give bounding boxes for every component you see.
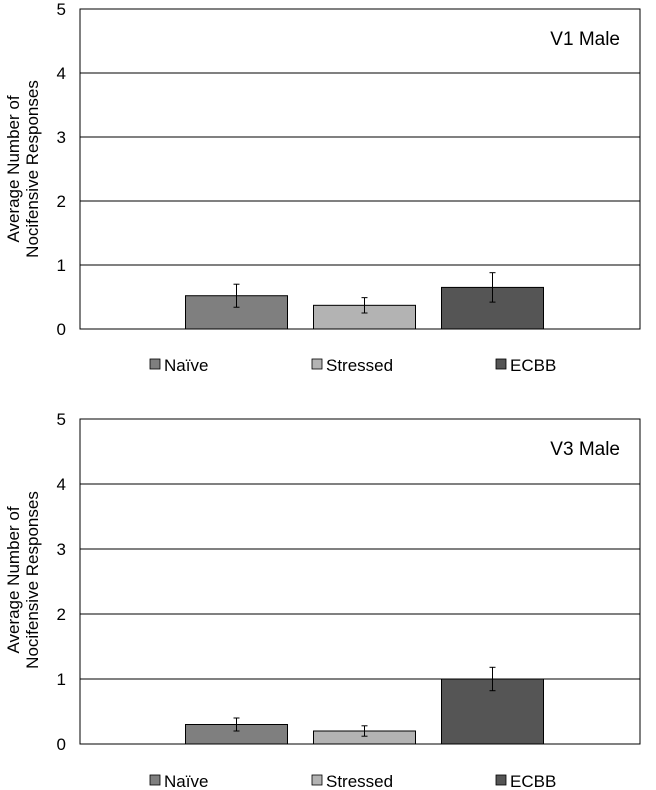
chart-title: V1 Male bbox=[550, 29, 620, 50]
plot-area bbox=[79, 8, 641, 330]
legend: Naïve Stressed ECBB bbox=[149, 356, 556, 375]
legend-label-stressed: Stressed bbox=[326, 356, 393, 375]
y-tick-label: 2 bbox=[57, 605, 66, 624]
y-tick-label: 4 bbox=[57, 475, 66, 494]
legend-label-naive: Naïve bbox=[164, 772, 208, 790]
gridlines bbox=[80, 72, 640, 266]
y-tick-labels: 0 1 2 3 4 5 bbox=[57, 0, 66, 339]
y-tick-label: 1 bbox=[57, 670, 66, 689]
y-axis-label-line1: Average Number of bbox=[4, 506, 23, 653]
legend-swatch-stressed bbox=[311, 358, 323, 370]
legend-swatch-stressed bbox=[311, 774, 323, 786]
bar-ecbb bbox=[441, 678, 544, 745]
plot-area bbox=[79, 418, 641, 745]
bars bbox=[185, 678, 544, 745]
legend-swatch-naive bbox=[149, 774, 161, 786]
error-bar-na-ve bbox=[233, 283, 240, 308]
error-bar-stressed bbox=[361, 297, 368, 314]
chart-title: V3 Male bbox=[550, 439, 620, 460]
y-tick-labels: 0 1 2 3 4 5 bbox=[57, 410, 66, 754]
y-tick-label: 3 bbox=[57, 128, 66, 147]
y-tick-label: 5 bbox=[57, 410, 66, 429]
y-tick-label: 0 bbox=[57, 735, 66, 754]
chart-panel-v1-male: 0 1 2 3 4 5 V1 Male Average Number of Nocifen… bbox=[4, 0, 641, 375]
error-bar-stressed bbox=[361, 725, 368, 737]
y-tick-label: 4 bbox=[57, 64, 66, 83]
y-tick-label: 5 bbox=[57, 0, 66, 19]
chart-panel-v3-male: 0 1 2 3 4 5 V3 Male Average Number of Nocifen… bbox=[4, 410, 641, 790]
gridlines bbox=[80, 483, 640, 680]
error-bars bbox=[233, 272, 496, 314]
error-bars bbox=[233, 666, 496, 737]
y-tick-label: 2 bbox=[57, 192, 66, 211]
error-bar-ecbb bbox=[489, 272, 496, 303]
legend: Naïve Stressed ECBB bbox=[149, 772, 556, 790]
y-axis-label-line1: Average Number of bbox=[4, 95, 23, 242]
y-tick-label: 0 bbox=[57, 320, 66, 339]
error-bar-ecbb bbox=[489, 666, 496, 692]
legend-swatch-ecbb bbox=[495, 358, 507, 370]
y-tick-label: 1 bbox=[57, 256, 66, 275]
legend-label-ecbb: ECBB bbox=[510, 772, 556, 790]
y-axis-label-line2: Nocifensive Responses bbox=[23, 80, 42, 258]
legend-label-ecbb: ECBB bbox=[510, 356, 556, 375]
legend-label-stressed: Stressed bbox=[326, 772, 393, 790]
legend-label-naive: Naïve bbox=[164, 356, 208, 375]
legend-swatch-naive bbox=[149, 358, 161, 370]
error-bar-na-ve bbox=[233, 717, 240, 732]
y-tick-label: 3 bbox=[57, 540, 66, 559]
y-axis-label-line2: Nocifensive Responses bbox=[23, 491, 42, 669]
legend-swatch-ecbb bbox=[495, 774, 507, 786]
